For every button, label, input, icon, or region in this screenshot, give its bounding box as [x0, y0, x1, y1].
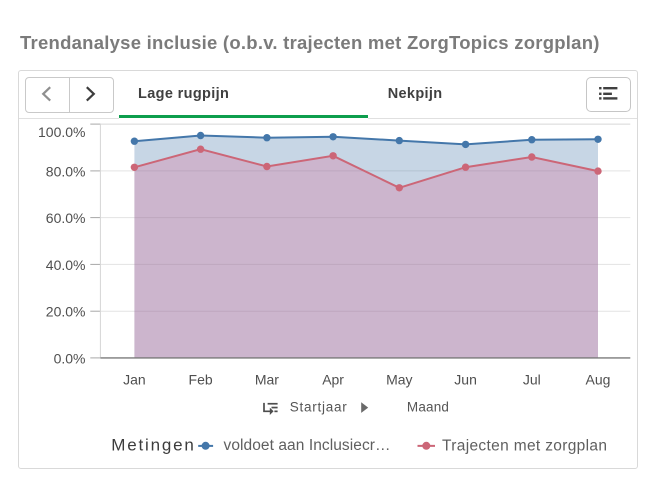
svg-text:Maand: Maand [407, 399, 449, 414]
svg-text:100.0%: 100.0% [38, 124, 85, 140]
svg-text:60.0%: 60.0% [46, 210, 86, 226]
svg-text:May: May [386, 371, 412, 387]
svg-text:80.0%: 80.0% [46, 163, 86, 179]
svg-text:0.0%: 0.0% [54, 350, 86, 366]
svg-text:Jun: Jun [454, 371, 477, 387]
svg-text:Aug: Aug [586, 371, 611, 387]
svg-text:Jul: Jul [523, 371, 541, 387]
svg-text:Jan: Jan [123, 371, 146, 387]
svg-text:Apr: Apr [322, 371, 344, 387]
svg-text:Mar: Mar [255, 371, 279, 387]
svg-text:40.0%: 40.0% [46, 257, 86, 273]
svg-text:voldoet aan Inclusiecr…: voldoet aan Inclusiecr… [224, 437, 391, 454]
svg-text:Startjaar: Startjaar [290, 399, 348, 414]
svg-text:Trajecten met zorgplan: Trajecten met zorgplan [442, 437, 607, 454]
svg-text:Metingen: Metingen [111, 436, 194, 455]
svg-text:20.0%: 20.0% [46, 304, 86, 320]
svg-text:Feb: Feb [189, 371, 213, 387]
